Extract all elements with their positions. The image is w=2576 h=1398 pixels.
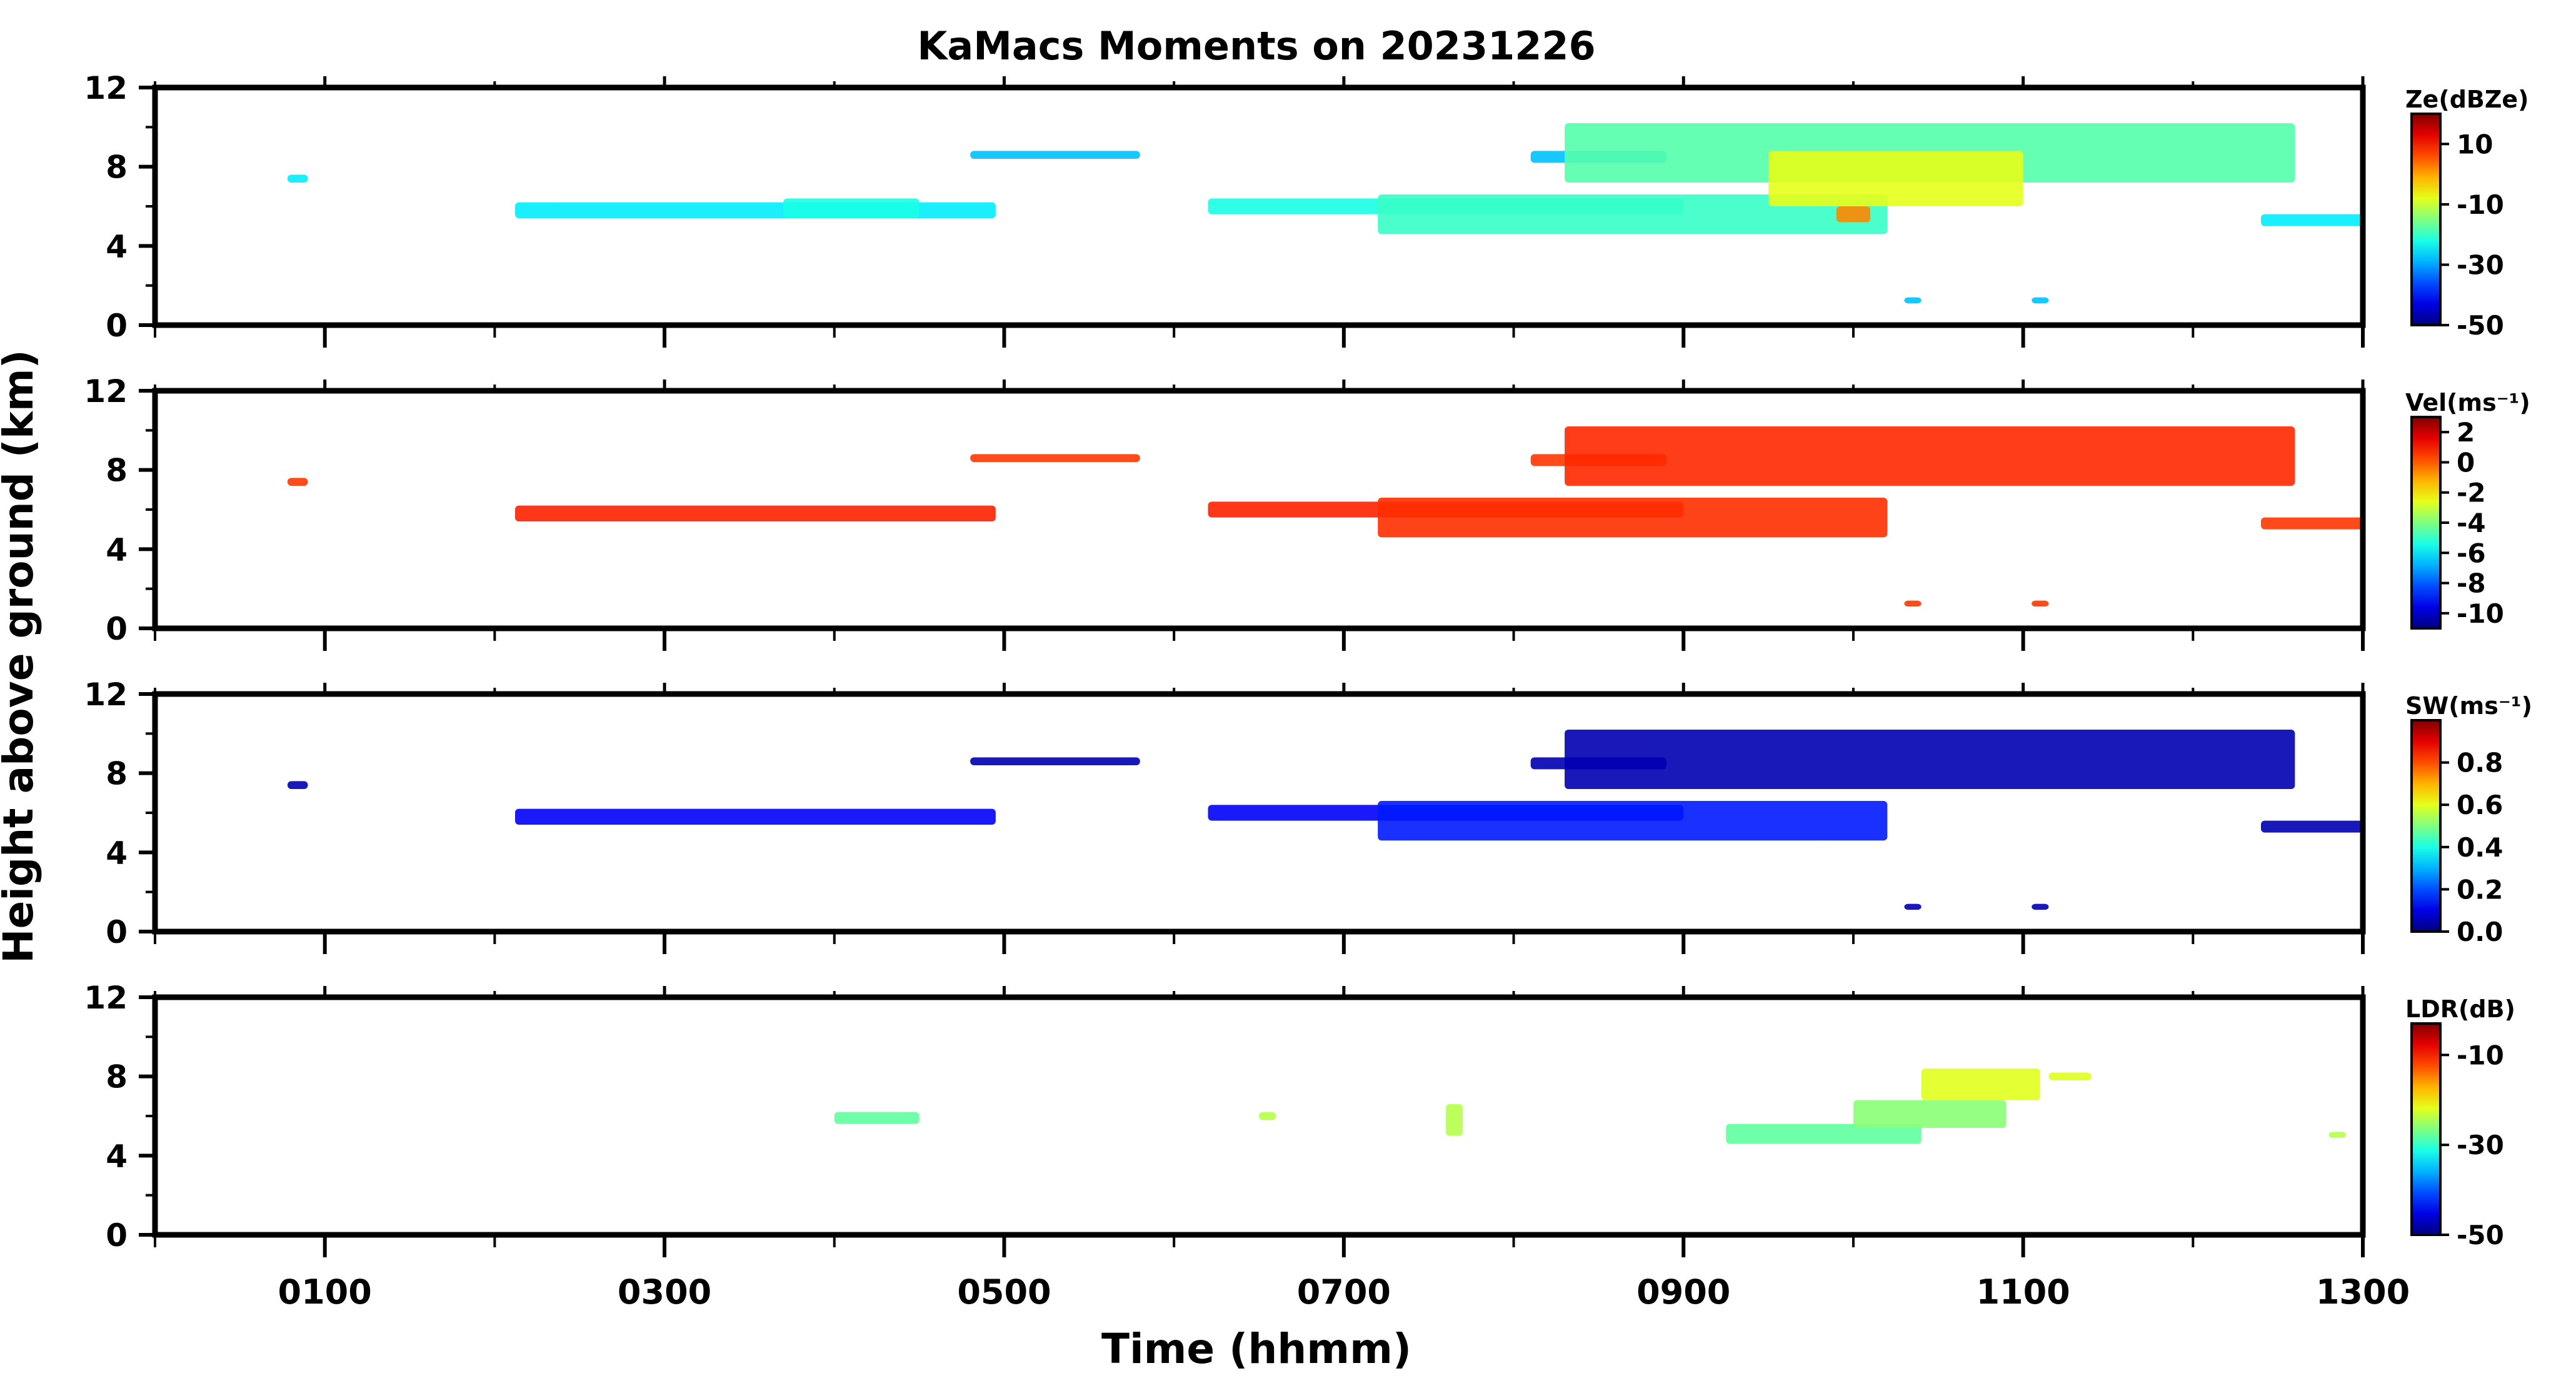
- data-region-ze-11: [1904, 297, 1922, 304]
- y-tick-label-vel: 8: [106, 453, 128, 489]
- data-region-ze-3: [970, 151, 1140, 159]
- colorbar-label-sw: SW(ms⁻¹): [2405, 692, 2532, 720]
- colorbar-tick-label-ze: 10: [2457, 129, 2493, 159]
- chart-title: KaMacs Moments on 20231226: [917, 23, 1595, 69]
- y-tick-label-sw: 12: [84, 676, 128, 713]
- y-axis-label: Height above ground (km): [0, 350, 43, 963]
- data-region-ze-0: [287, 174, 308, 183]
- x-tick-label: 1300: [2316, 1272, 2410, 1312]
- y-tick-label-sw: 8: [106, 756, 128, 792]
- data-region-vel-0: [287, 478, 308, 486]
- colorbar-tick-label-ldr: -50: [2457, 1220, 2504, 1250]
- data-region-ldr-1: [1259, 1112, 1276, 1120]
- colorbar-label-vel: Vel(ms⁻¹): [2405, 389, 2530, 416]
- colorbar-tick-label-ze: -30: [2457, 249, 2504, 280]
- y-tick-label-ldr: 0: [106, 1217, 128, 1254]
- data-region-sw-2: [970, 757, 1140, 765]
- y-tick-label-ldr: 4: [106, 1138, 128, 1174]
- data-region-sw-8: [1904, 903, 1922, 910]
- panel-ze: 0 4 8 12 10 -10 -30 -50 Ze(dBZe): [84, 70, 2529, 348]
- data-region-ldr-7: [2328, 1132, 2346, 1138]
- colorbar-tick-label-sw: 0.6: [2457, 790, 2503, 820]
- colorbar-tick-label-ze: -50: [2457, 310, 2504, 341]
- data-region-sw-0: [287, 781, 308, 789]
- data-region-sw-1: [514, 808, 996, 825]
- data-region-ze-8: [1768, 151, 2023, 206]
- data-region-ze-2: [783, 198, 920, 218]
- data-region-sw-7: [2260, 820, 2363, 833]
- colorbar-tick-label-vel: -2: [2457, 478, 2486, 508]
- colorbar-label-ldr: LDR(dB): [2405, 995, 2515, 1023]
- y-tick-label-ze: 8: [106, 149, 128, 186]
- data-region-sw-9: [2032, 903, 2049, 910]
- colorbar-tick-label-sw: 0.4: [2457, 832, 2503, 863]
- x-axis-label: Time (hhmm): [1101, 1325, 1411, 1373]
- data-region-ze-12: [2032, 297, 2049, 304]
- y-tick-label-ze: 4: [106, 228, 128, 264]
- data-region-ldr-5: [1921, 1069, 2040, 1100]
- colorbar-tick-label-ldr: -10: [2457, 1040, 2504, 1070]
- data-region-sw-6: [1565, 730, 2295, 789]
- colorbar-ze: [2410, 113, 2442, 326]
- y-tick-label-sw: 4: [106, 835, 128, 871]
- colorbar-tick-label-vel: -6: [2457, 538, 2486, 568]
- colorbar-sw: [2410, 719, 2442, 933]
- data-region-ldr-0: [834, 1112, 920, 1124]
- colorbar-tick-label-ldr: -30: [2457, 1130, 2504, 1160]
- panel-ldr: 0 4 8 12 -10 -30 -50 LDR(dB): [84, 980, 2515, 1257]
- data-region-ze-1: [514, 202, 996, 218]
- y-tick-label-sw: 0: [106, 914, 128, 950]
- panel-sw: 0 4 8 12 0.8 0.6 0.4 0.2 0.0 SW(ms⁻¹): [84, 676, 2532, 954]
- data-region-vel-8: [1904, 600, 1922, 607]
- data-region-vel-9: [2032, 600, 2049, 607]
- x-tick-label: 0500: [957, 1272, 1051, 1312]
- y-tick-label-ze: 0: [106, 308, 128, 344]
- data-region-ldr-4: [1853, 1100, 2007, 1128]
- data-region-sw-4: [1378, 801, 1888, 841]
- colorbar-tick-label-vel: -8: [2457, 568, 2486, 599]
- colorbar-tick-label-vel: -4: [2457, 508, 2486, 538]
- data-region-ze-5: [1378, 194, 1888, 234]
- colorbar-tick-label-vel: 0: [2457, 447, 2475, 478]
- data-region-vel-7: [2260, 517, 2363, 530]
- colorbar-tick-label-ze: -10: [2457, 189, 2504, 220]
- colorbar-label-ze: Ze(dBZe): [2405, 86, 2529, 113]
- x-tick-label: 1100: [1976, 1272, 2070, 1312]
- colorbar-tick-label-sw: 0.8: [2457, 748, 2503, 778]
- colorbar-vel: [2410, 416, 2442, 630]
- colorbar-ldr: [2410, 1022, 2442, 1236]
- data-region-ze-10: [2260, 214, 2363, 226]
- y-tick-label-ldr: 12: [84, 980, 128, 1016]
- data-region-ldr-2: [1445, 1104, 1463, 1136]
- x-tick-label: 0300: [618, 1272, 711, 1312]
- y-tick-label-vel: 0: [106, 611, 128, 647]
- data-region-ldr-6: [2048, 1072, 2092, 1080]
- data-region-ze-9: [1836, 206, 1871, 223]
- y-tick-label-ze: 12: [84, 70, 128, 106]
- colorbar-tick-label-vel: -10: [2457, 598, 2504, 629]
- x-tick-label: 0700: [1297, 1272, 1391, 1312]
- y-tick-label-vel: 4: [106, 531, 128, 568]
- x-tick-label: 0900: [1636, 1272, 1730, 1312]
- x-tick-label: 0100: [278, 1272, 372, 1312]
- y-tick-label-vel: 12: [84, 373, 128, 410]
- panels: 0481210-10-30-50Ze(dBZe)0481220-2-4-6-8-…: [84, 70, 2532, 1312]
- data-region-vel-6: [1565, 426, 2295, 486]
- colorbar-tick-label-sw: 0.0: [2457, 917, 2503, 947]
- colorbar-tick-label-sw: 0.2: [2457, 874, 2503, 905]
- y-tick-label-ldr: 8: [106, 1059, 128, 1095]
- data-region-vel-2: [970, 454, 1140, 462]
- data-region-vel-1: [514, 505, 996, 521]
- data-region-vel-4: [1378, 498, 1888, 538]
- data-region-ldr-3: [1726, 1124, 1922, 1144]
- colorbar-tick-label-vel: 2: [2457, 417, 2475, 448]
